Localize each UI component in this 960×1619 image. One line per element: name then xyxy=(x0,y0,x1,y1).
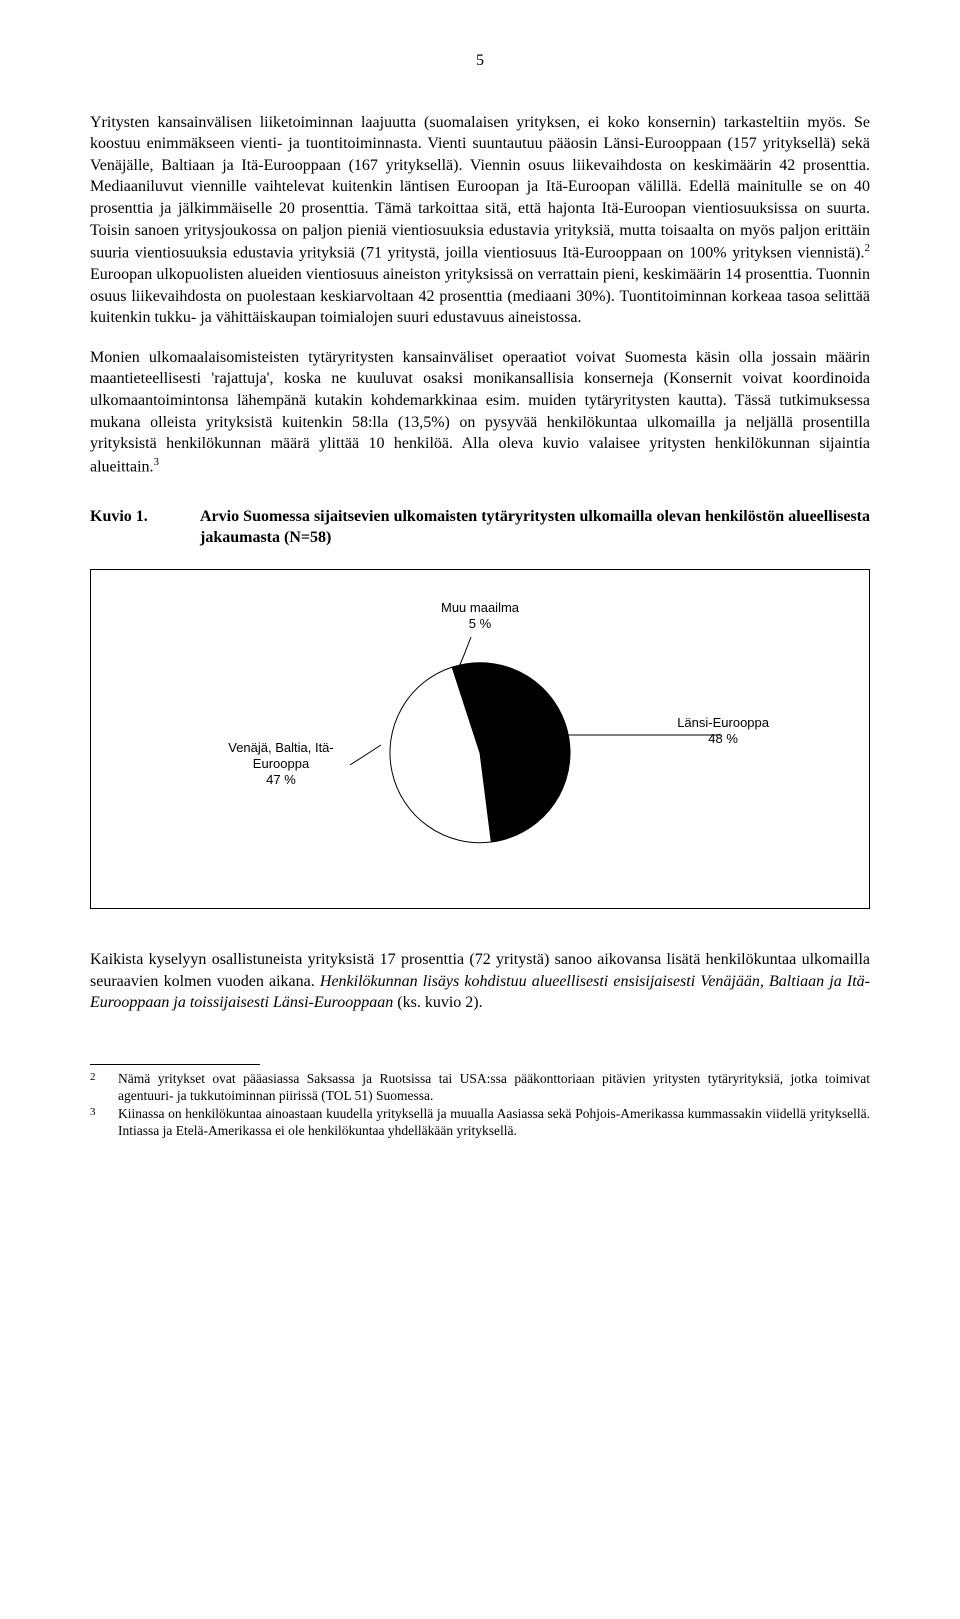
footnote-3-marker: 3 xyxy=(90,1106,118,1140)
page-number: 5 xyxy=(90,50,870,72)
footnote-ref-2: 2 xyxy=(865,242,871,254)
footnote-3-text: Kiinassa on henkilökuntaa ainoastaan kuu… xyxy=(118,1106,870,1140)
footnote-rule xyxy=(90,1064,260,1065)
paragraph-2-text: Monien ulkomaalaisomisteisten tytäryrity… xyxy=(90,349,870,475)
figure-label: Kuvio 1. xyxy=(90,506,200,549)
footnote-3: 3 Kiinassa on henkilökuntaa ainoastaan k… xyxy=(90,1106,870,1140)
paragraph-1: Yritysten kansainvälisen liiketoiminnan … xyxy=(90,112,870,329)
footnote-ref-3: 3 xyxy=(154,456,160,468)
figure-heading: Kuvio 1. Arvio Suomessa sijaitsevien ulk… xyxy=(90,506,870,549)
paragraph-2: Monien ulkomaalaisomisteisten tytäryrity… xyxy=(90,347,870,478)
pie-chart-frame: Muu maailma 5 % Venäjä, Baltia, Itä- Eur… xyxy=(90,569,870,909)
paragraph-3-tail: (ks. kuvio 2). xyxy=(393,994,482,1011)
footnote-2-marker: 2 xyxy=(90,1071,118,1105)
figure-title: Arvio Suomessa sijaitsevien ulkomaisten … xyxy=(200,506,870,549)
paragraph-1-text: Yritysten kansainvälisen liiketoiminnan … xyxy=(90,114,870,262)
paragraph-1-text-after: Euroopan ulkopuolisten alueiden vientios… xyxy=(90,266,870,326)
footnote-2: 2 Nämä yritykset ovat pääasiassa Saksass… xyxy=(90,1071,870,1105)
footnote-2-text: Nämä yritykset ovat pääasiassa Saksassa … xyxy=(118,1071,870,1105)
leader-lines xyxy=(91,570,869,908)
paragraph-3: Kaikista kyselyyn osallistuneista yrityk… xyxy=(90,949,870,1014)
footnotes: 2 Nämä yritykset ovat pääasiassa Saksass… xyxy=(90,1064,870,1141)
